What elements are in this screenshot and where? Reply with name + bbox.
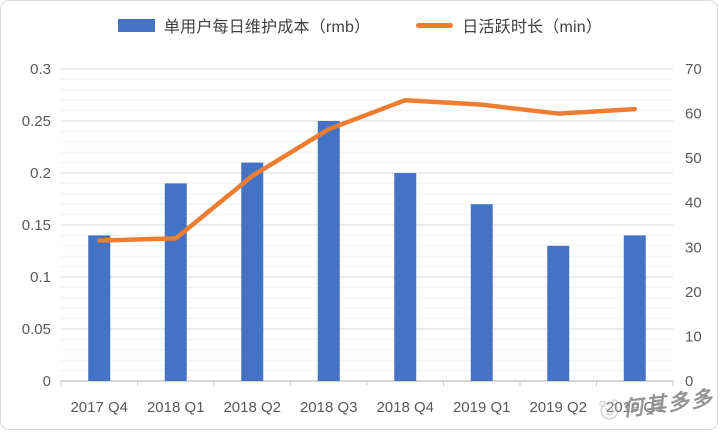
bar-2018-Q1 (164, 183, 187, 381)
left-axis-tick-label: 0.05 (22, 321, 51, 338)
x-axis-label: 2018 Q1 (147, 399, 205, 416)
x-axis-label: 2019 Q2 (529, 399, 587, 416)
bar-2019-Q3 (623, 235, 646, 381)
right-axis-tick-label: 20 (685, 284, 702, 301)
x-axis-label: 2018 Q2 (223, 399, 281, 416)
right-axis-tick-label: 10 (685, 328, 702, 345)
bar-2019-Q1 (470, 204, 493, 381)
bar-2018-Q4 (394, 173, 417, 381)
bar-2018-Q3 (317, 121, 340, 381)
x-axis-label: 2018 Q4 (376, 399, 434, 416)
bar-2019-Q2 (547, 245, 570, 381)
right-axis-tick-label: 30 (685, 239, 702, 256)
x-axis-label: 2019 Q3 (606, 399, 664, 416)
legend-item-cost: 单用户每日维护成本（rmb） (117, 13, 371, 37)
right-axis-tick-label: 40 (685, 195, 702, 212)
left-axis-tick-label: 0.1 (30, 269, 51, 286)
left-axis-tick-label: 0.25 (22, 113, 51, 130)
left-axis-tick-label: 0.3 (30, 61, 51, 78)
right-axis-tick-label: 70 (685, 61, 702, 78)
legend-label-duration: 日活跃时长（min） (462, 19, 603, 36)
chart-legend: 单用户每日维护成本（rmb） 日活跃时长（min） (1, 13, 717, 37)
bar-2018-Q2 (241, 162, 264, 381)
left-axis-tick-label: 0 (43, 373, 51, 390)
x-axis-label: 2017 Q4 (70, 399, 128, 416)
line-series-swatch-icon (416, 22, 454, 28)
right-axis-tick-label: 60 (685, 106, 702, 123)
bar-series-swatch-icon (117, 18, 155, 32)
bar-2017-Q4 (88, 235, 111, 381)
right-axis-tick-label: 0 (685, 373, 693, 390)
left-axis-tick-label: 0.2 (30, 165, 51, 182)
x-axis-label: 2018 Q3 (300, 399, 358, 416)
line-series (97, 97, 637, 243)
x-axis-label: 2019 Q1 (453, 399, 511, 416)
legend-item-duration: 日活跃时长（min） (416, 13, 602, 37)
legend-label-cost: 单用户每日维护成本（rmb） (163, 19, 371, 36)
left-axis-tick-label: 0.15 (22, 217, 51, 234)
right-axis-tick-label: 50 (685, 150, 702, 167)
